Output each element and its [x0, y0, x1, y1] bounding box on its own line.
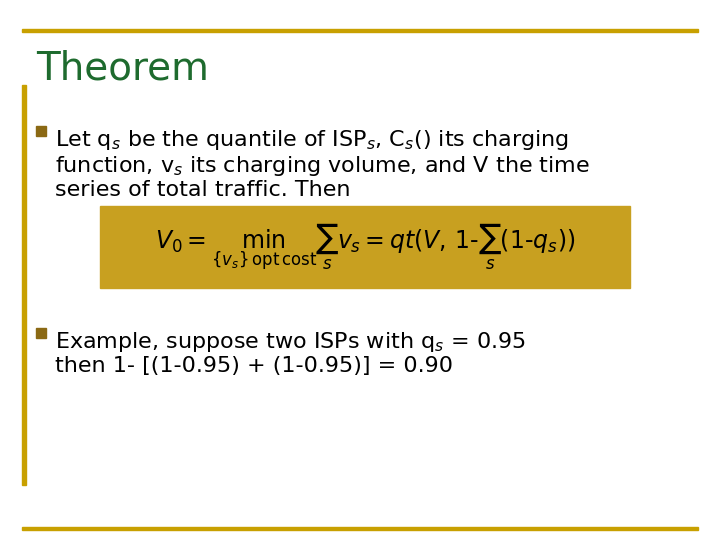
- Text: series of total traffic. Then: series of total traffic. Then: [55, 180, 351, 200]
- Bar: [100, 206, 630, 288]
- Bar: [22, 527, 698, 530]
- Bar: [22, 85, 26, 485]
- Text: then 1- [(1-0.95) + (1-0.95)] = 0.90: then 1- [(1-0.95) + (1-0.95)] = 0.90: [55, 356, 453, 376]
- Text: function, v$_s$ its charging volume, and V the time: function, v$_s$ its charging volume, and…: [55, 154, 590, 178]
- Text: Let q$_s$ be the quantile of ISP$_s$, C$_s$() its charging: Let q$_s$ be the quantile of ISP$_s$, C$…: [55, 128, 569, 152]
- Bar: [22, 29, 698, 32]
- Bar: [36, 328, 46, 338]
- Text: Theorem: Theorem: [36, 50, 209, 88]
- Text: $V_0 = \underset{\{v_s\}\,\mathrm{opt\,cost}}{\min} \sum_s v_s = qt(V,\,\mathrm{: $V_0 = \underset{\{v_s\}\,\mathrm{opt\,c…: [155, 221, 575, 273]
- Bar: [36, 126, 46, 136]
- Text: Example, suppose two ISPs with q$_s$ = 0.95: Example, suppose two ISPs with q$_s$ = 0…: [55, 330, 526, 354]
